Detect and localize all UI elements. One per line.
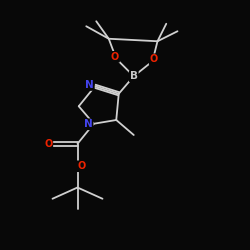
Text: N: N [84,119,92,129]
Text: N: N [85,80,94,90]
Text: O: O [77,161,86,171]
Text: O: O [111,52,119,62]
Text: O: O [44,139,52,149]
Text: O: O [150,54,158,64]
Text: B: B [130,71,138,81]
